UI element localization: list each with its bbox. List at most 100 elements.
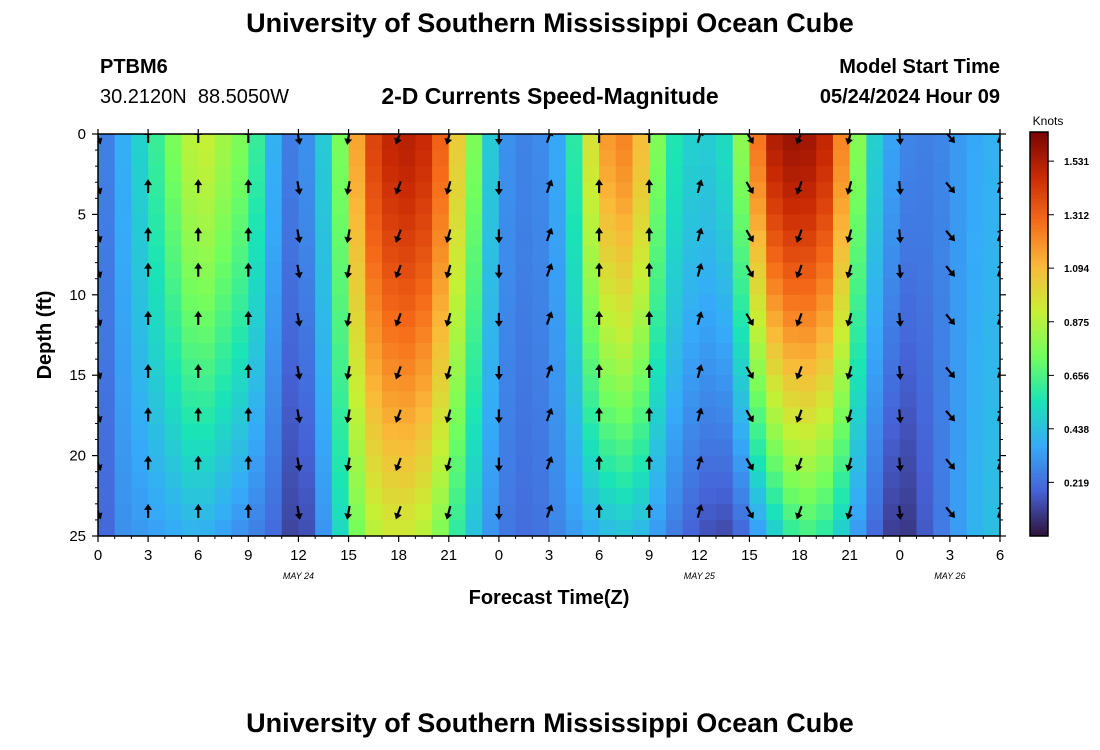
heatmap-cell	[331, 310, 350, 328]
heatmap-cell	[214, 182, 233, 199]
current-vector-arrow	[945, 366, 956, 379]
heatmap-cell	[732, 519, 751, 536]
heatmap-cell	[348, 407, 366, 425]
heatmap-cell	[549, 423, 567, 441]
heatmap-cell	[198, 230, 216, 248]
heatmap-cell	[248, 375, 266, 392]
heatmap-cell	[498, 471, 517, 489]
x-tick-label: 18	[390, 547, 407, 564]
heatmap-cell	[682, 198, 700, 215]
heatmap-cell	[265, 134, 283, 151]
heatmap-cell	[532, 487, 550, 505]
heatmap-cell	[816, 359, 834, 376]
heatmap-cell	[532, 150, 550, 167]
current-vector-arrow	[695, 364, 704, 379]
heatmap-cell	[665, 262, 684, 280]
heatmap-cell	[498, 134, 517, 151]
heatmap-cell	[582, 278, 600, 296]
heatmap-cell	[381, 246, 400, 264]
heatmap-cell	[415, 391, 433, 408]
x-axis-title: Forecast Time(Z)	[469, 587, 630, 609]
heatmap-cell	[883, 310, 901, 328]
heatmap-cell	[465, 326, 483, 344]
heatmap-cell	[298, 262, 316, 280]
heatmap-cell	[164, 423, 183, 441]
heatmap-cell	[432, 503, 450, 521]
heatmap-cell	[114, 375, 133, 392]
current-vector-arrow	[895, 264, 904, 279]
heatmap-cell	[298, 343, 316, 360]
heatmap-cell	[398, 246, 416, 264]
heatmap-cell	[933, 278, 951, 296]
heatmap-cell	[415, 487, 433, 505]
heatmap-cell	[565, 343, 584, 360]
heatmap-cell	[565, 487, 584, 505]
heatmap-cell	[699, 439, 717, 457]
heatmap-cell	[131, 439, 149, 457]
heatmap-cell	[98, 423, 116, 441]
current-vector-arrow	[294, 134, 303, 145]
heatmap-cell	[682, 455, 700, 473]
heatmap-cell	[866, 166, 884, 183]
heatmap-cell	[465, 439, 483, 457]
heatmap-cell	[515, 198, 533, 215]
heatmap-cell	[214, 391, 233, 408]
heatmap-cell	[348, 519, 366, 536]
heatmap-cell	[365, 359, 383, 376]
current-vector-arrow	[444, 365, 453, 380]
model-start-label: Model Start Time	[839, 56, 1000, 78]
heatmap-cell	[849, 359, 867, 376]
heatmap-cell	[716, 343, 734, 360]
heatmap-cell	[549, 310, 567, 328]
heatmap-cell	[532, 455, 550, 473]
station-id: PTBM6	[100, 56, 168, 78]
heatmap-cell	[849, 326, 867, 344]
heatmap-cell	[131, 230, 149, 248]
y-tick-label: 25	[69, 528, 86, 545]
heatmap-cell	[632, 359, 650, 376]
x-tick-label: 9	[645, 547, 653, 564]
heatmap-cell	[749, 359, 767, 376]
heatmap-cell	[615, 278, 634, 296]
current-vector-arrow	[344, 264, 353, 279]
heatmap-cell	[883, 359, 901, 376]
heatmap-cell	[832, 198, 851, 215]
heatmap-cell	[549, 326, 567, 344]
heatmap-cell	[248, 519, 266, 536]
heatmap-cell	[749, 375, 767, 392]
heatmap-cell	[498, 375, 517, 392]
heatmap-cell	[732, 230, 751, 248]
heatmap-cell	[716, 471, 734, 489]
heatmap-cell	[365, 487, 383, 505]
heatmap-cell	[432, 519, 450, 536]
heatmap-cell	[899, 391, 918, 408]
heatmap-cell	[298, 294, 316, 312]
heatmap-cell	[214, 262, 233, 280]
current-vector-arrow	[394, 264, 402, 279]
heatmap-cell	[766, 391, 784, 408]
heatmap-cell	[381, 310, 400, 328]
heatmap-cell	[198, 455, 216, 473]
heatmap-cell	[599, 278, 617, 296]
heatmap-cell	[699, 503, 717, 521]
heatmap-cell	[498, 487, 517, 505]
heatmap-cell	[732, 150, 751, 167]
heatmap-cell	[916, 471, 934, 489]
heatmap-cell	[148, 230, 166, 248]
heatmap-cell	[749, 230, 767, 248]
heatmap-cell	[214, 423, 233, 441]
heatmap-cell	[749, 262, 767, 280]
heatmap-cell	[515, 230, 533, 248]
heatmap-cell	[599, 310, 617, 328]
heatmap-cell	[599, 359, 617, 376]
heatmap-cell	[699, 375, 717, 392]
heatmap-cell	[615, 182, 634, 199]
heatmap-cell	[432, 471, 450, 489]
heatmap-cell	[816, 343, 834, 360]
heatmap-cell	[265, 407, 283, 425]
heatmap-cell	[615, 471, 634, 489]
heatmap-cell	[933, 150, 951, 167]
heatmap-cell	[281, 182, 300, 199]
heatmap-cell	[398, 503, 416, 521]
